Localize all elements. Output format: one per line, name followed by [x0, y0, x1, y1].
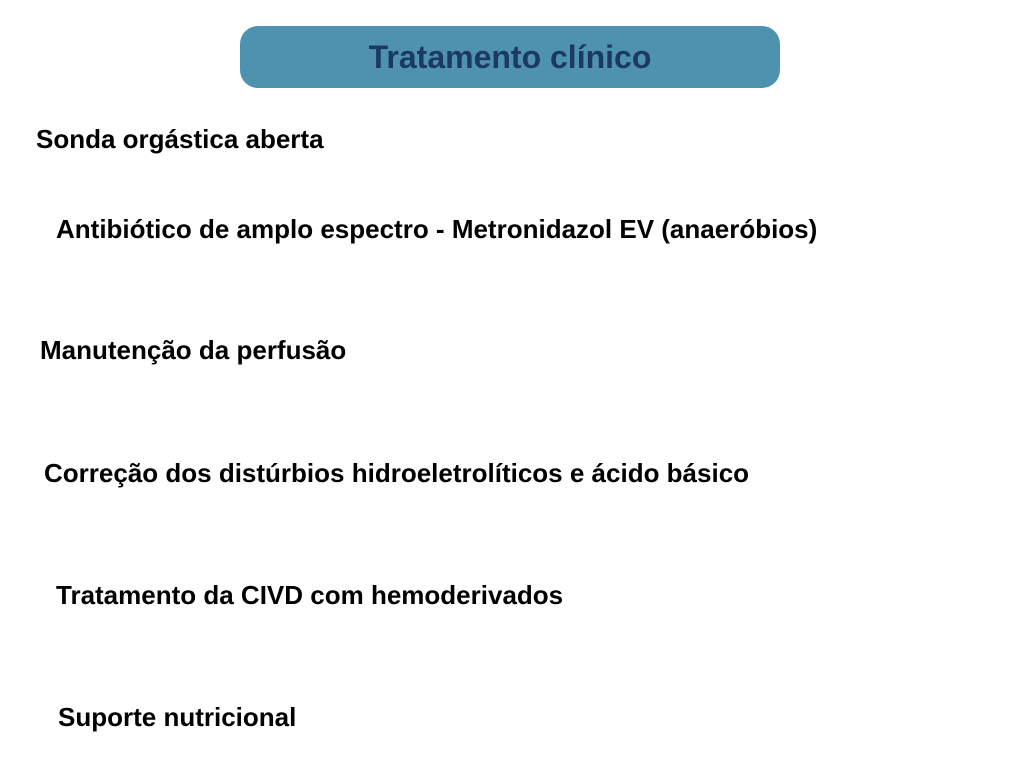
bullet-item: Suporte nutricional [58, 702, 296, 733]
bullet-item: Sonda orgástica aberta [36, 124, 324, 155]
bullet-item: Antibiótico de amplo espectro - Metronid… [56, 214, 817, 245]
bullet-item: Tratamento da CIVD com hemoderivados [56, 580, 563, 611]
bullet-item: Manutenção da perfusão [40, 335, 346, 366]
bullet-item: Correção dos distúrbios hidroeletrolític… [44, 458, 749, 489]
slide: Tratamento clínico Sonda orgástica abert… [0, 0, 1024, 768]
title-box: Tratamento clínico [240, 26, 780, 88]
title-text: Tratamento clínico [369, 39, 652, 76]
